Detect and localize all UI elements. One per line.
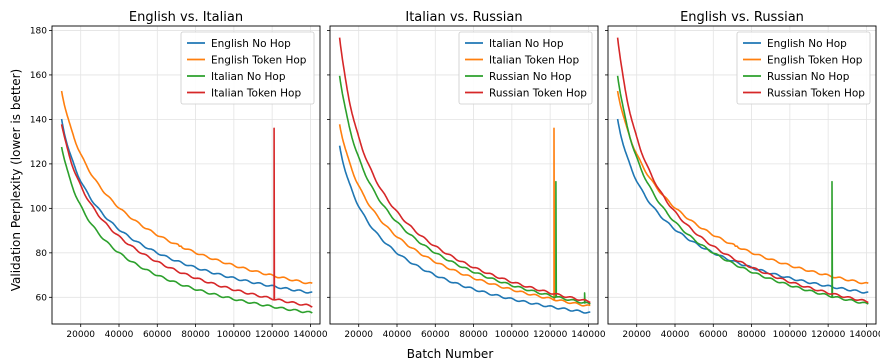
series-line	[60, 118, 313, 294]
x-tick-label: 20000	[622, 330, 651, 340]
plot-frame	[329, 25, 599, 325]
x-tick-label: 20000	[344, 330, 373, 340]
series-line	[338, 145, 591, 314]
x-tick-label: 60000	[421, 330, 450, 340]
legend-entry: English No Hop	[767, 38, 847, 50]
series-line	[616, 75, 869, 305]
legend-entry: Italian Token Hop	[489, 54, 579, 66]
legend-entry: Russian No Hop	[767, 71, 850, 83]
chart-panel-1: 20000 40000 60000 80000 100000 120000 140000 60…	[30, 10, 328, 340]
chart-title: Italian vs. Russian	[405, 10, 522, 25]
x-tick-label: 20000	[66, 330, 95, 340]
y-tick-label: 160	[30, 71, 47, 81]
chart-panel-2: 20000 40000 60000 80000 100000 120000 140000 It…	[327, 10, 606, 340]
series-line	[616, 90, 869, 285]
legend-entry: Russian No Hop	[489, 71, 572, 83]
legend-box	[458, 31, 593, 105]
series-line	[616, 37, 869, 304]
x-tick-label: 60000	[143, 330, 172, 340]
series-line	[60, 124, 313, 308]
x-tick-label: 100000	[495, 330, 530, 340]
series-line	[60, 90, 313, 285]
y-tick-label: 60	[36, 293, 48, 303]
x-tick-label: 80000	[181, 330, 210, 340]
x-tick-label: 100000	[217, 330, 252, 340]
x-tick-label: 120000	[533, 330, 568, 340]
legend-entry: English No Hop	[211, 38, 291, 50]
y-tick-label: 120	[30, 160, 47, 170]
x-tick-label: 140000	[849, 330, 880, 340]
legend-entry: Italian Token Hop	[211, 87, 301, 99]
x-tick-label: 80000	[459, 330, 488, 340]
x-tick-label: 120000	[255, 330, 290, 340]
series-line	[338, 75, 591, 305]
legend-box	[180, 31, 315, 105]
y-tick-label: 100	[30, 204, 47, 214]
series-line	[338, 124, 591, 307]
legend-entry: English Token Hop	[767, 54, 863, 66]
x-tick-label: 40000	[661, 330, 690, 340]
plot-frame	[51, 25, 321, 325]
x-tick-label: 60000	[699, 330, 728, 340]
y-tick-label: 80	[36, 249, 48, 259]
plot-frame	[607, 25, 877, 325]
x-tick-label: 140000	[571, 330, 606, 340]
legend-entry: Russian Token Hop	[767, 87, 865, 99]
x-tick-label: 40000	[105, 330, 134, 340]
series-line	[338, 37, 591, 304]
chart-title: English vs. Italian	[129, 10, 243, 25]
x-tick-label: 80000	[737, 330, 766, 340]
x-axis-label: Batch Number	[407, 347, 494, 361]
x-tick-label: 120000	[811, 330, 846, 340]
y-tick-label: 180	[30, 26, 47, 36]
x-tick-label: 100000	[773, 330, 808, 340]
x-tick-label: 40000	[383, 330, 412, 340]
series-line	[60, 146, 313, 314]
chart-title: English vs. Russian	[680, 10, 804, 25]
legend-entry: Italian No Hop	[211, 71, 286, 83]
y-axis-label: Validation Perplexity (lower is better)	[9, 69, 23, 292]
legend-entry: English Token Hop	[211, 54, 307, 66]
legend-entry: Russian Token Hop	[489, 87, 587, 99]
legend-box	[736, 31, 871, 105]
y-tick-label: 140	[30, 115, 47, 125]
series-line	[616, 118, 869, 294]
x-tick-label: 140000	[293, 330, 328, 340]
legend-entry: Italian No Hop	[489, 38, 564, 50]
